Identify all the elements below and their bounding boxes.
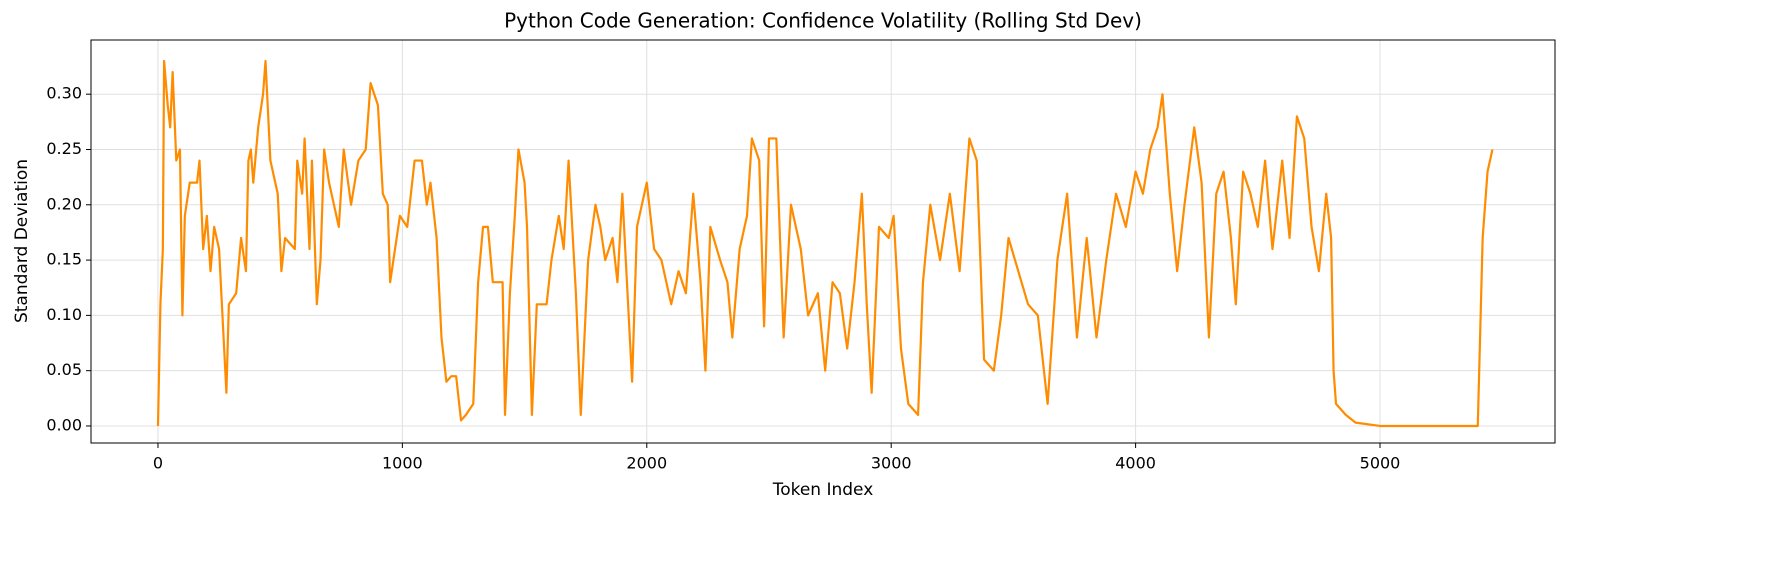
x-tick-label: 0 xyxy=(153,454,163,473)
data-line xyxy=(156,59,1494,428)
x-tick-label: 1000 xyxy=(382,454,423,473)
plot-frame xyxy=(90,39,1556,444)
y-tick-label: 0.05 xyxy=(46,360,82,379)
x-tick-label: 5000 xyxy=(1360,454,1401,473)
x-tick-label: 2000 xyxy=(626,454,667,473)
y-tick-label: 0.15 xyxy=(46,250,82,269)
x-axis-label: Token Index xyxy=(772,480,874,500)
x-tick-label: 4000 xyxy=(1115,454,1156,473)
y-tick-label: 0.00 xyxy=(46,415,82,434)
y-tick-label: 0.20 xyxy=(46,194,82,213)
y-tick-label: 0.10 xyxy=(46,305,82,324)
x-tick-label: 3000 xyxy=(871,454,912,473)
chart-title: Python Code Generation: Confidence Volat… xyxy=(504,9,1142,33)
y-tick-label: 0.30 xyxy=(46,84,82,103)
y-tick-label: 0.25 xyxy=(46,139,82,158)
y-axis-label: Standard Deviation xyxy=(12,159,32,323)
